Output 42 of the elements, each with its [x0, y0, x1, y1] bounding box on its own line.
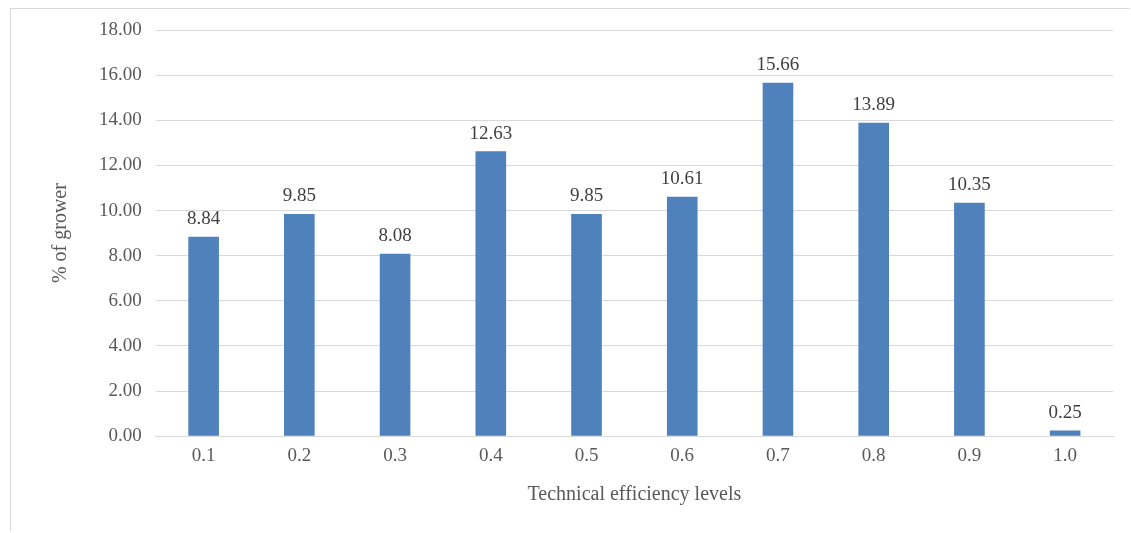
data-label: 10.61 — [660, 167, 704, 189]
data-label: 12.63 — [469, 121, 513, 143]
y-tick-label: 14.00 — [99, 108, 142, 130]
y-tick-label: 2.00 — [108, 379, 142, 401]
x-axis-title: Technical efficiency levels — [527, 482, 742, 506]
y-tick-label: 18.00 — [99, 17, 142, 39]
bar — [188, 236, 219, 436]
bar — [954, 202, 985, 436]
y-tick-label: 12.00 — [99, 153, 142, 175]
data-label: 15.66 — [756, 53, 800, 75]
bar — [379, 253, 411, 436]
y-tick-label: 4.00 — [108, 333, 142, 355]
bar — [1049, 430, 1081, 436]
data-label: 13.89 — [852, 93, 896, 115]
y-tick-label: 10.00 — [99, 198, 142, 220]
data-label: 9.85 — [282, 184, 316, 206]
x-tick-label: 0.4 — [478, 443, 504, 465]
x-tick-label: 0.2 — [287, 443, 312, 465]
data-label: 0.25 — [1048, 401, 1082, 423]
bar — [858, 122, 889, 436]
x-tick-label: 1.0 — [1053, 443, 1078, 465]
x-tick-label: 0.5 — [574, 443, 599, 465]
y-tick-label: 16.00 — [99, 63, 142, 85]
x-tick-label: 0.1 — [191, 443, 216, 465]
y-axis-title: % of grower — [48, 182, 72, 284]
y-tick-label: 0.00 — [108, 424, 142, 446]
data-label: 8.84 — [186, 207, 221, 229]
x-tick-label: 0.7 — [766, 443, 790, 465]
data-label: 10.35 — [948, 173, 991, 195]
bar — [762, 82, 794, 436]
bar — [666, 196, 698, 436]
bar — [571, 213, 602, 436]
x-tick-label: 0.8 — [861, 443, 886, 465]
data-label: 8.08 — [378, 224, 412, 246]
y-tick-label: 6.00 — [108, 288, 142, 310]
bar — [475, 151, 507, 436]
x-tick-label: 0.3 — [383, 443, 407, 465]
y-tick-label: 8.00 — [108, 243, 142, 265]
bar — [284, 213, 315, 436]
data-label: 9.85 — [569, 184, 604, 206]
x-tick-label: 0.9 — [957, 443, 982, 465]
x-tick-label: 0.6 — [670, 443, 695, 465]
